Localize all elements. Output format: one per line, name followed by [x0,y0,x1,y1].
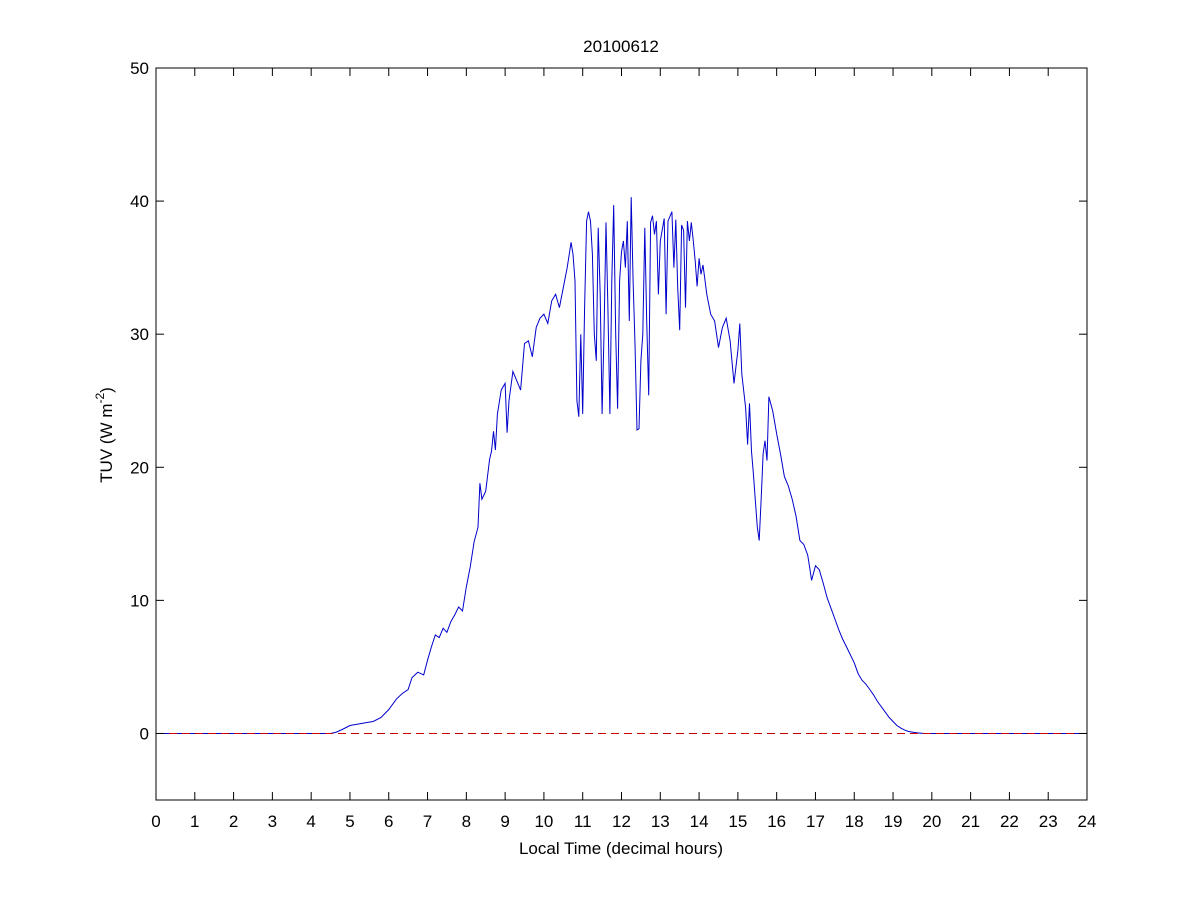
y-axis-label-close: ) [97,387,116,393]
y-tick-label: 10 [130,591,149,610]
x-tick-label: 23 [1039,812,1058,831]
x-tick-label: 24 [1078,812,1097,831]
x-tick-label: 11 [574,812,592,831]
tuv-series-line [156,197,1087,734]
x-tick-label: 12 [612,812,631,831]
x-tick-label: 19 [884,812,903,831]
x-tick-label: 18 [845,812,864,831]
x-tick-label: 3 [268,812,277,831]
chart-title: 20100612 [583,37,659,56]
x-tick-label: 2 [229,812,238,831]
x-tick-label: 16 [767,812,786,831]
x-tick-label: 22 [1000,812,1019,831]
x-tick-label: 17 [806,812,825,831]
x-tick-label: 20 [922,812,941,831]
x-tick-label: 14 [690,812,709,831]
series-layer [156,197,1087,734]
y-tick-label: 30 [130,325,149,344]
y-tick-label: 40 [130,192,149,211]
y-tick-label: 50 [130,59,149,78]
x-axis-label: Local Time (decimal hours) [519,839,723,858]
x-tick-label: 1 [190,812,199,831]
x-tick-label: 6 [384,812,393,831]
y-tick-label: 0 [140,724,149,743]
y-axis-label: TUV (W m-2) [93,387,116,483]
x-tick-label: 13 [651,812,670,831]
x-tick-label: 9 [500,812,509,831]
x-tick-label: 21 [961,812,980,831]
y-axis-label-sup: -2 [93,393,107,404]
x-tick-label: 5 [345,812,354,831]
x-tick-label: 15 [728,812,747,831]
plot-area [155,67,1088,801]
y-tick-label: 20 [130,458,149,477]
axis-ticks: 0 1 2 3 4 5 6 7 8 9 10 11 12 13 14 15 16 17 18 19 20 21 22 23 24… [130,59,1096,831]
x-tick-label: 0 [151,812,160,831]
y-axis-label-main: TUV (W m [97,404,116,483]
x-tick-label: 7 [423,812,432,831]
x-tick-label: 10 [534,812,553,831]
x-tick-label: 4 [306,812,315,831]
x-tick-label: 8 [462,812,471,831]
